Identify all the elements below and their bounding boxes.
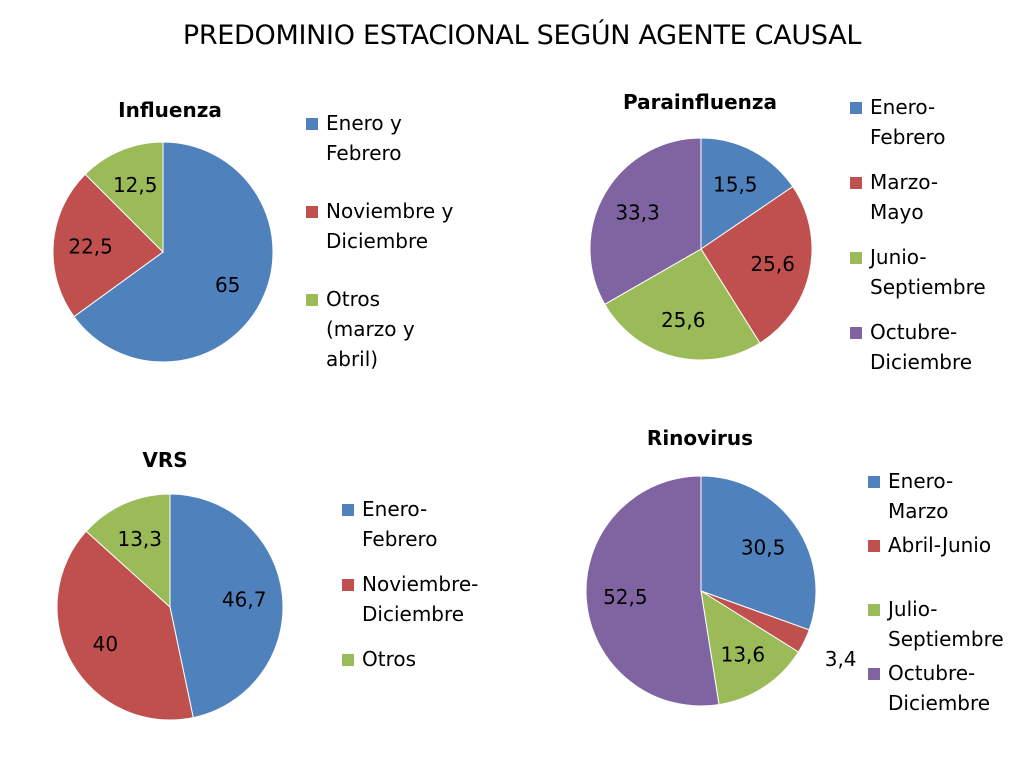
pie-slice (700, 185, 813, 344)
legend-item: Enero-Marzo (868, 466, 1003, 526)
legend-label: Enero y Febrero (326, 111, 402, 165)
legend-item: Enero y Febrero (306, 108, 466, 168)
legend-label: Enero-Marzo (888, 469, 954, 523)
data-label: 46,7 (222, 587, 267, 611)
legend-item: Marzo-Mayo (850, 167, 980, 227)
data-label: 22,5 (68, 234, 113, 258)
data-label: 40 (93, 632, 118, 656)
pie-slice (73, 141, 274, 363)
legend-swatch (868, 476, 880, 488)
legend-label: Julio-Septiembre (888, 597, 1004, 651)
legend-label: Marzo-Mayo (870, 170, 939, 224)
data-label: 15,5 (713, 172, 758, 196)
legend-swatch (342, 654, 354, 666)
data-label: 13,3 (117, 527, 162, 551)
legend-swatch (850, 252, 862, 264)
legend-item: Octubre-Diciembre (850, 317, 980, 377)
legend-swatch (306, 206, 318, 218)
legend-item: Enero-Febrero (342, 494, 482, 554)
legend-item: Noviembre y Diciembre (306, 196, 466, 256)
legend-label: Junio-Septiembre (870, 245, 986, 299)
chart-title-rinovirus: Rinovirus (646, 426, 754, 450)
chart-title-parainfluenza: Parainfluenza (622, 90, 778, 114)
legend-label: Octubre-Diciembre (888, 661, 991, 715)
legend-swatch (306, 118, 318, 130)
legend-item: Octubre-Diciembre (868, 658, 1003, 718)
legend-swatch (868, 540, 880, 552)
legend-swatch (850, 327, 862, 339)
legend-item: Otros (342, 644, 482, 674)
page-title: PREDOMINIO ESTACIONAL SEGÚN AGENTE CAUSA… (182, 20, 862, 51)
pie-slice (52, 173, 164, 318)
pie-slice (169, 493, 284, 719)
data-label: 12,5 (113, 173, 158, 197)
legend-item: Otros (marzo y abril) (306, 284, 436, 374)
legend-swatch (850, 102, 862, 114)
legend-swatch (868, 604, 880, 616)
data-label: 13,6 (721, 642, 766, 666)
data-label: 3,4 (825, 647, 857, 671)
legend-label: Noviembre-Diciembre (362, 572, 479, 626)
legend-label: Otros (marzo y abril) (326, 287, 415, 371)
legend-swatch (850, 177, 862, 189)
pie-slice (700, 137, 794, 250)
legend-item: Junio-Septiembre (850, 242, 986, 302)
legend-item: Abril-Junio (868, 530, 1003, 560)
legend-label: Otros (362, 647, 417, 671)
legend-swatch (306, 294, 318, 306)
data-label: 52,5 (603, 585, 648, 609)
chart-title-influenza: Influenza (118, 98, 222, 122)
legend-swatch (868, 668, 880, 680)
pie-slice (700, 590, 810, 653)
legend-label: Abril-Junio (888, 533, 992, 557)
legend-item: Julio-Septiembre (868, 594, 1013, 654)
legend-label: Enero-Febrero (870, 95, 946, 149)
pie-slice (589, 137, 702, 305)
pie-slice (585, 475, 720, 707)
legend-item: Noviembre-Diciembre (342, 569, 482, 629)
legend-swatch (342, 504, 354, 516)
data-label: 25,6 (661, 308, 706, 332)
data-label: 65 (215, 273, 240, 297)
pie-slice (604, 248, 761, 361)
data-label: 30,5 (741, 535, 786, 559)
pie-slice (700, 475, 817, 631)
legend-swatch (342, 579, 354, 591)
legend-label: Octubre-Diciembre (870, 320, 973, 374)
data-label: 25,6 (750, 252, 795, 276)
pie-slice (84, 141, 164, 254)
pie-slice (700, 589, 800, 706)
legend-item: Enero-Febrero (850, 92, 980, 152)
legend-label: Noviembre y Diciembre (326, 199, 454, 253)
pie-slice (56, 530, 194, 721)
data-label: 33,3 (615, 200, 660, 224)
pie-slice (85, 493, 171, 609)
legend-label: Enero-Febrero (362, 497, 438, 551)
chart-title-vrs: VRS (142, 448, 188, 472)
